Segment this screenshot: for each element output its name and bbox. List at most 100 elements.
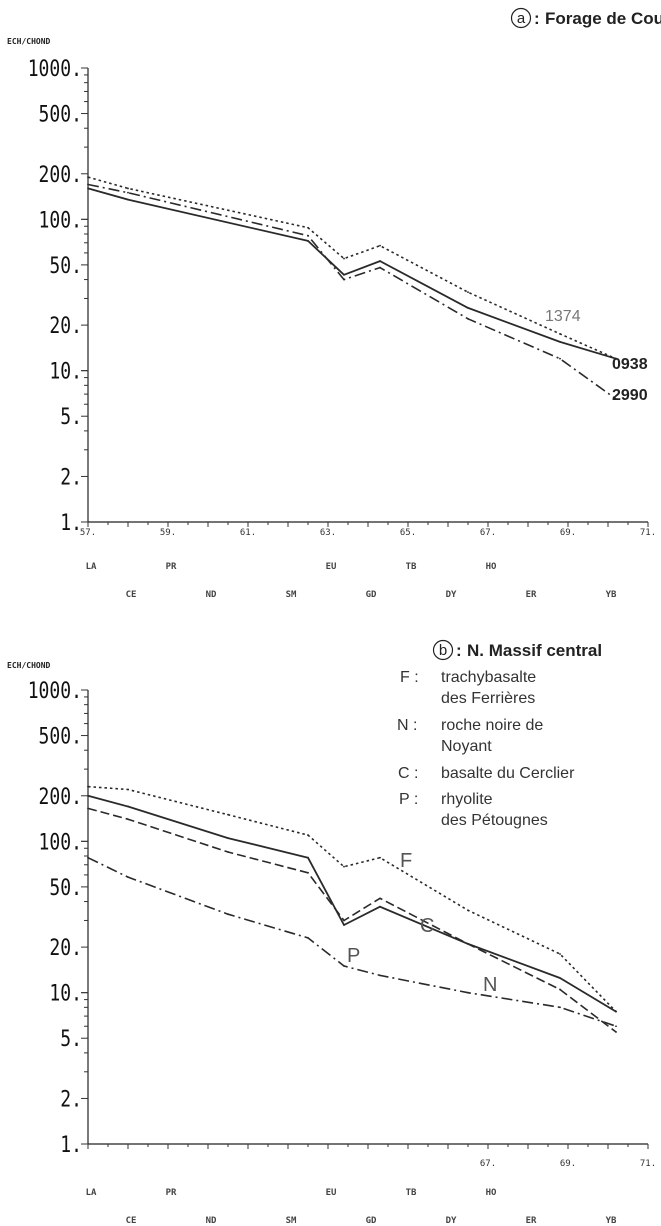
panel-a-title-colon: :	[534, 9, 540, 28]
series-label-1374: 1374	[545, 308, 581, 325]
element-label: ND	[206, 1216, 217, 1226]
series-point-0938	[87, 187, 89, 190]
y-tick-label: 1.	[60, 1131, 82, 1157]
panel-a-title: Forage de Couy	[545, 9, 661, 28]
series-point-c	[343, 919, 345, 922]
x-tick-label: 69.	[560, 1159, 576, 1169]
series-point-f	[227, 813, 229, 816]
series-point-c	[227, 851, 229, 853]
series-point-n	[343, 924, 345, 926]
series-point-p	[127, 876, 129, 879]
panel-b: b : N. Massif central ECH/CHOND 1000. 500…	[7, 639, 656, 1226]
panel-b-element-labels: LA PR EU TB HO CE ND SM GD DY ER YB	[86, 1188, 617, 1226]
legend-text-c-1: basalte du Cerclier	[441, 765, 575, 782]
y-tick-label: 100.	[39, 207, 82, 233]
series-point-p	[307, 937, 309, 939]
series-point-1374	[467, 291, 469, 294]
panel-a-x-axis: 57. 59. 61. 63. 65. 67. 69. 71.	[80, 521, 656, 538]
series-point-f	[87, 785, 89, 788]
element-label: LA	[86, 1188, 97, 1198]
y-tick-label: 200.	[39, 783, 82, 809]
x-tick-label: 67.	[480, 1159, 496, 1169]
series-point-n	[227, 837, 229, 840]
element-label: ER	[526, 1216, 537, 1226]
y-tick-label: 5.	[60, 1025, 82, 1051]
x-tick-label: 67.	[480, 528, 496, 538]
series-label-c: C	[420, 915, 434, 937]
y-tick-label: 5.	[60, 403, 82, 429]
series-label-n: N	[483, 974, 497, 996]
panel-b-plot-area	[87, 785, 617, 1033]
series-point-0938	[307, 240, 309, 242]
legend-text-n-2: Noyant	[441, 738, 492, 755]
legend-key-p: P :	[399, 791, 418, 808]
series-point-c	[307, 871, 309, 874]
y-tick-label: 1000.	[28, 677, 82, 703]
element-label: SM	[286, 590, 297, 600]
panel-a-y-axis-title: ECH/CHOND	[7, 37, 51, 46]
series-point-0938	[343, 273, 345, 276]
series-point-1374	[343, 257, 345, 260]
y-tick-label: 500.	[39, 723, 82, 749]
series-point-2990	[307, 234, 309, 237]
x-tick-label: 69.	[560, 528, 576, 538]
series-point-2990	[559, 357, 561, 360]
panel-a-element-labels: LA PR EU TB HO CE ND SM GD DY ER YB	[86, 562, 617, 600]
panel-b-x-axis: 67. 69. 71.	[87, 1143, 656, 1169]
panel-b-title-colon: :	[456, 641, 462, 660]
y-tick-label: 1.	[60, 509, 82, 535]
element-label: LA	[86, 562, 97, 572]
series-point-2990	[615, 398, 617, 400]
series-point-f	[467, 909, 469, 912]
series-point-0938	[127, 198, 129, 201]
panel-a-badge-letter: a	[517, 10, 526, 27]
legend-key-n: N :	[397, 717, 417, 734]
x-tick-label: 61.	[240, 528, 256, 538]
series-point-c	[467, 943, 469, 945]
element-label: CE	[126, 1216, 137, 1226]
panel-b-y-axis: 1000. 500. 200. 100. 50. 20. 10. 5. 2. 1.	[28, 677, 89, 1157]
series-point-f	[127, 788, 129, 791]
element-label: TB	[406, 1188, 417, 1198]
element-label: EU	[326, 562, 337, 572]
series-point-f	[379, 856, 381, 859]
y-tick-label: 2.	[60, 464, 82, 490]
series-point-p	[227, 913, 229, 916]
series-point-0938	[615, 357, 617, 360]
series-label-p: P	[347, 945, 360, 967]
element-label: CE	[126, 590, 137, 600]
panel-a-plot-area	[87, 176, 617, 400]
element-label: YB	[606, 1216, 617, 1226]
series-point-n	[379, 905, 381, 908]
panel-b-legend: F : trachybasalte des Ferrières N : roch…	[397, 669, 575, 829]
series-label-2990: 2990	[612, 387, 648, 404]
legend-key-f: F :	[400, 669, 419, 686]
element-label: TB	[406, 562, 417, 572]
series-label-f: F	[400, 850, 412, 872]
series-point-f	[343, 865, 345, 868]
y-tick-label: 1000.	[28, 55, 82, 81]
series-point-c	[559, 988, 561, 991]
series-point-n	[127, 805, 129, 808]
x-tick-label: 63.	[320, 528, 336, 538]
series-point-p	[343, 965, 345, 967]
series-point-n	[87, 794, 89, 797]
y-tick-label: 100.	[39, 829, 82, 855]
series-point-1374	[559, 332, 561, 335]
panel-b-badge-circle	[432, 639, 454, 661]
series-line-2990	[87, 183, 617, 400]
series-line-1374	[87, 176, 617, 360]
series-point-2990	[467, 317, 469, 320]
series-point-p	[615, 1025, 617, 1028]
series-point-0938	[467, 306, 469, 309]
series-point-f	[307, 834, 309, 836]
element-label: HO	[486, 1188, 497, 1198]
y-tick-label: 200.	[39, 161, 82, 187]
element-label: PR	[166, 1188, 177, 1198]
series-point-2990	[379, 266, 381, 269]
x-tick-label: 65.	[400, 528, 416, 538]
series-point-n	[559, 977, 561, 979]
y-tick-label: 50.	[49, 252, 82, 278]
series-point-2990	[87, 183, 89, 186]
